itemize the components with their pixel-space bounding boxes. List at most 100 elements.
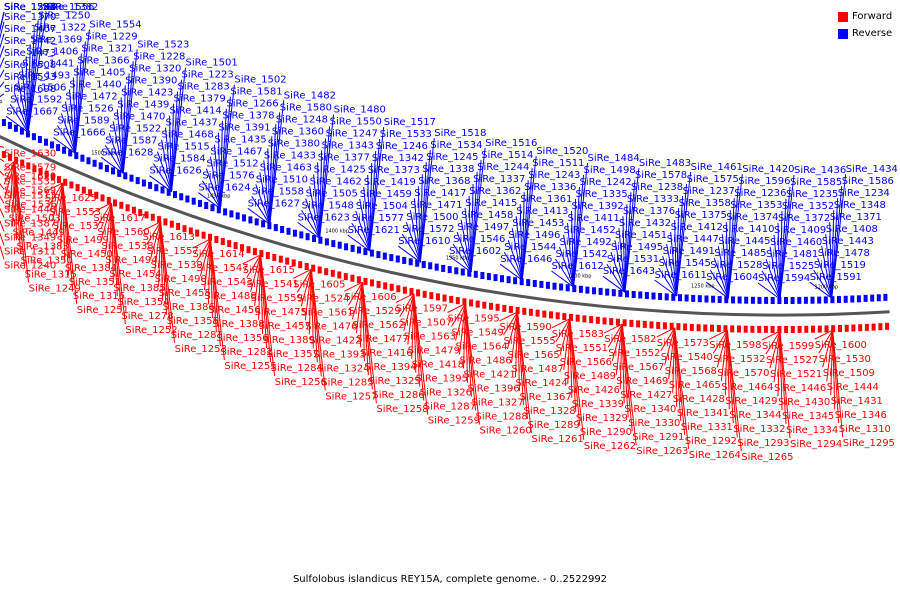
reverse-gene-label: SiRe_1406 — [26, 46, 78, 57]
leader-line — [717, 246, 729, 299]
forward-gene-label: SiRe_1613 — [143, 232, 195, 243]
leader-line — [465, 303, 468, 383]
forward-gene-mark — [502, 304, 507, 312]
reverse-gene-mark — [235, 212, 240, 220]
leader-line — [153, 163, 172, 192]
leader-line — [459, 303, 466, 355]
forward-gene-label: SiRe_1476 — [305, 321, 357, 332]
reverse-gene-mark — [651, 292, 656, 300]
forward-gene-mark — [317, 266, 322, 274]
reverse-gene-label: SiRe_1234 — [838, 188, 890, 199]
genome-backbone — [0, 134, 890, 317]
forward-swatch — [838, 11, 848, 22]
reverse-gene-label: SiRe_1417 — [414, 188, 466, 199]
leader-line — [351, 222, 371, 252]
reverse-gene-mark — [664, 293, 669, 301]
reverse-gene-label: SiRe_1238 — [631, 182, 683, 193]
forward-gene-mark — [1, 151, 6, 158]
reverse-gene-label: SiRe_1337 — [473, 174, 525, 185]
leader-line — [727, 210, 731, 299]
label-leader-lines — [0, 11, 847, 452]
reverse-gene-mark — [473, 270, 478, 278]
forward-gene-label: SiRe_1499 — [57, 235, 109, 246]
forward-gene-label: SiRe_1450 — [61, 249, 113, 260]
forward-gene-mark — [535, 309, 540, 317]
leader-line — [573, 162, 588, 288]
forward-gene-label: SiRe_1253 — [175, 344, 227, 355]
leader-line — [551, 270, 574, 288]
leader-line — [62, 182, 78, 304]
reverse-gene-mark — [757, 296, 762, 304]
leader-line — [832, 330, 836, 410]
reverse-gene-label: SiRe_1408 — [826, 224, 878, 235]
reverse-gene-label: SiRe_1593 — [4, 72, 56, 83]
reverse-gene-label: SiRe_1405 — [73, 68, 125, 79]
leader-line — [263, 160, 271, 225]
leader-line — [813, 269, 833, 299]
leader-line — [319, 150, 323, 239]
forward-gene-label: SiRe_1563 — [404, 332, 456, 343]
reverse-gene-mark — [447, 266, 452, 274]
reverse-gene-mark — [19, 127, 24, 135]
leader-line — [14, 161, 30, 283]
reverse-gene-label: SiRe_1320 — [129, 63, 181, 74]
forward-gene-label: SiRe_1257 — [325, 391, 377, 402]
leader-line — [347, 281, 363, 306]
reverse-gene-mark — [267, 222, 272, 230]
forward-gene-mark — [14, 156, 19, 164]
scale-ticks: 1550 kbp 1500 kbp 1450 kbp 1400 kbp 1350 kbp… — [0, 99, 838, 290]
forward-gene-mark — [575, 314, 580, 322]
forward-gene-label: SiRe_1330 — [628, 418, 680, 429]
reverse-gene-mark — [625, 290, 629, 298]
reverse-label: Reverse — [852, 28, 893, 39]
reverse-gene-label: SiRe_1353 — [730, 200, 782, 211]
forward-gene-label: SiRe_1568 — [665, 366, 717, 377]
forward-gene-label: SiRe_1349 — [4, 232, 56, 243]
reverse-gene-label: SiRe_1361 — [520, 194, 572, 205]
reverse-gene-label: SiRe_1516 — [485, 138, 537, 149]
forward-gene-mark — [442, 294, 447, 302]
leader-line — [122, 49, 138, 174]
reverse-gene-mark — [166, 188, 171, 196]
leader-line — [154, 221, 162, 273]
forward-gene-mark — [615, 318, 620, 326]
forward-gene-label: SiRe_1562 — [352, 320, 404, 331]
forward-gene-mark — [383, 282, 388, 290]
leader-line — [403, 293, 415, 331]
leader-line — [110, 202, 126, 325]
reverse-gene-mark — [870, 294, 875, 302]
leader-line — [146, 221, 162, 246]
reverse-gene-label: SiRe_1554 — [89, 20, 141, 31]
reverse-gene-label: SiRe_1558 — [252, 186, 304, 197]
forward-gene-label: SiRe_1566 — [560, 357, 612, 368]
reverse-gene-label: SiRe_1626 — [150, 166, 202, 177]
forward-gene-label: SiRe_1339 — [572, 399, 624, 410]
reverse-gene-label: SiRe_1497 — [457, 222, 509, 233]
forward-gene-label: SiRe_1252 — [125, 325, 177, 336]
forward-gene-label: SiRe_1385 — [113, 283, 165, 294]
leader-line — [27, 20, 39, 133]
forward-gene-label: SiRe_1418 — [412, 360, 464, 371]
reverse-gene-mark — [395, 255, 400, 263]
leader-line — [52, 182, 64, 221]
forward-gene-mark — [683, 323, 688, 331]
leader-line — [310, 269, 314, 349]
leader-line — [361, 282, 377, 404]
leader-line — [507, 311, 518, 350]
reverse-gene-label: SiRe_1250 — [38, 10, 90, 21]
forward-gene-mark — [402, 286, 407, 294]
reverse-gene-label: SiRe_1500 — [406, 212, 458, 223]
leader-line — [773, 330, 781, 383]
reverse-gene-label: SiRe_1414 — [170, 106, 222, 117]
leader-line — [624, 204, 628, 293]
reverse-gene-label: SiRe_1471 — [410, 200, 462, 211]
reverse-gene-mark — [223, 208, 228, 216]
forward-gene-label: SiRe_1383 — [17, 241, 69, 252]
reverse-gene-mark — [863, 294, 868, 302]
reverse-gene-label: SiRe_1323 — [4, 2, 56, 13]
forward-gene-label: SiRe_1449 — [13, 227, 65, 238]
forward-gene-mark — [119, 201, 124, 209]
forward-gene-mark — [831, 325, 836, 333]
leader-line — [150, 221, 162, 259]
forward-gene-label: SiRe_1535 — [4, 176, 56, 187]
